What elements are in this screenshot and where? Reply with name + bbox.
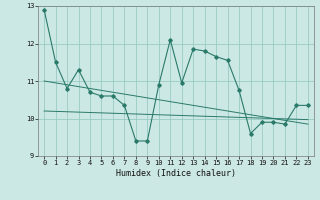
X-axis label: Humidex (Indice chaleur): Humidex (Indice chaleur) — [116, 169, 236, 178]
